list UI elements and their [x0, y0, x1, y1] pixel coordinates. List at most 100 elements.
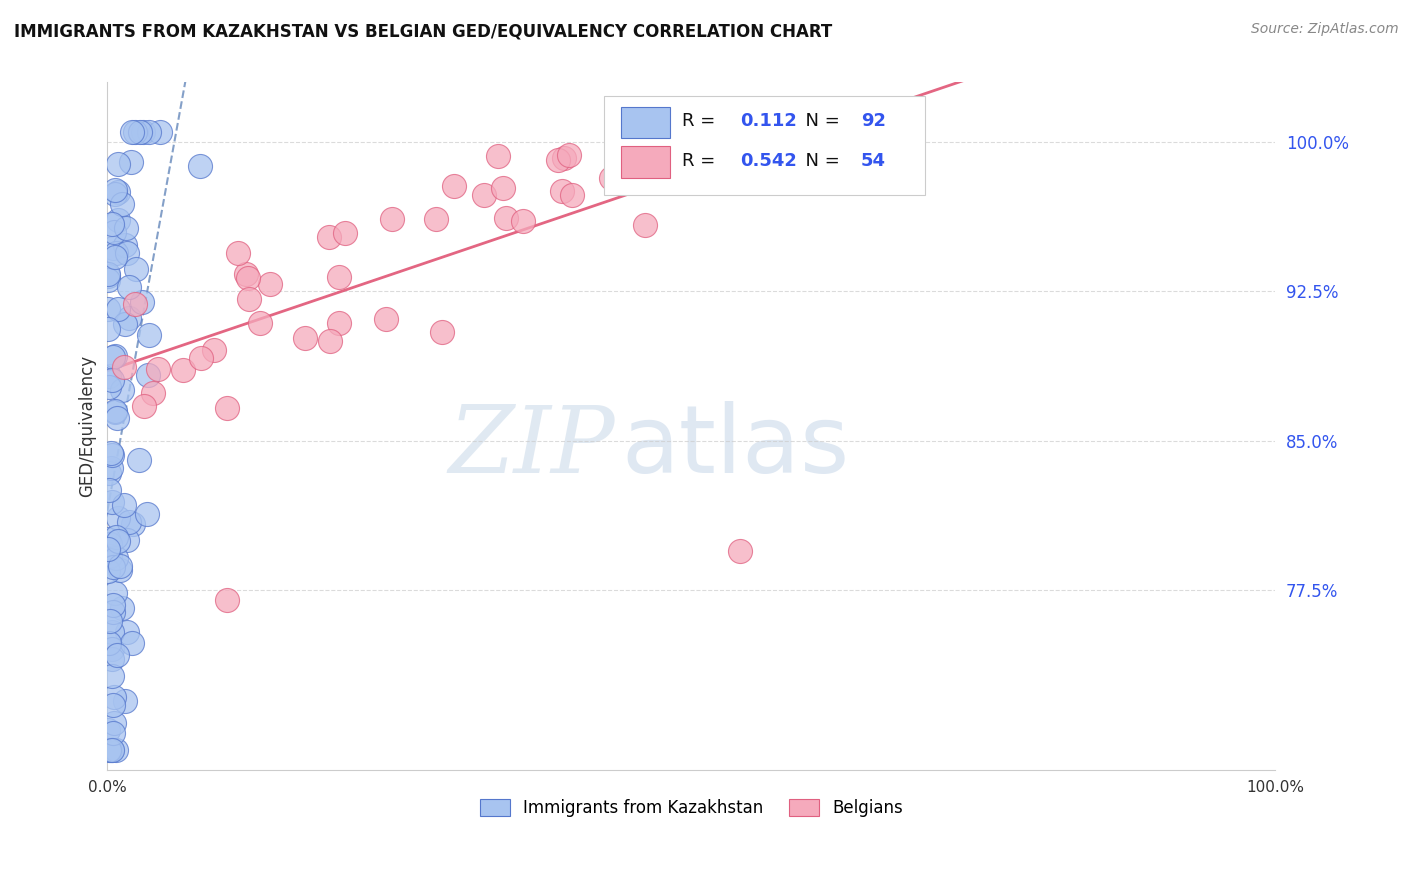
- Point: [318, 230, 340, 244]
- Point: [238, 292, 260, 306]
- Y-axis label: GED/Equivalency: GED/Equivalency: [79, 355, 96, 497]
- Point: [259, 277, 281, 291]
- Point: [97, 532, 120, 546]
- Point: [107, 511, 129, 525]
- Point: [810, 125, 832, 139]
- Point: [101, 625, 124, 640]
- Point: [138, 125, 160, 139]
- Point: [107, 301, 129, 316]
- Text: N =: N =: [794, 112, 845, 130]
- Point: [101, 743, 124, 757]
- Point: [100, 448, 122, 462]
- Point: [128, 453, 150, 467]
- Point: [553, 151, 575, 165]
- Text: R =: R =: [682, 152, 721, 170]
- Point: [104, 405, 127, 419]
- Point: [118, 280, 141, 294]
- Point: [832, 125, 855, 139]
- Point: [97, 322, 120, 336]
- Point: [710, 125, 733, 139]
- Point: [124, 125, 146, 139]
- Text: ZIP: ZIP: [449, 401, 616, 491]
- Point: [114, 317, 136, 331]
- Point: [146, 362, 169, 376]
- Point: [98, 743, 121, 757]
- Point: [107, 157, 129, 171]
- Point: [118, 516, 141, 530]
- Point: [375, 311, 398, 326]
- Point: [124, 297, 146, 311]
- Point: [97, 268, 120, 283]
- Point: [98, 636, 121, 650]
- Point: [129, 125, 152, 139]
- Point: [115, 245, 138, 260]
- Point: [138, 327, 160, 342]
- Point: [112, 359, 135, 374]
- Point: [616, 134, 638, 148]
- Point: [100, 446, 122, 460]
- Point: [103, 586, 125, 600]
- Point: [634, 218, 657, 232]
- Point: [100, 495, 122, 509]
- Point: [98, 743, 121, 757]
- Point: [103, 690, 125, 704]
- Point: [136, 368, 159, 383]
- Point: [561, 188, 583, 202]
- Point: [104, 184, 127, 198]
- Point: [98, 380, 121, 394]
- Point: [111, 197, 134, 211]
- Point: [235, 267, 257, 281]
- Point: [101, 560, 124, 574]
- Point: [125, 262, 148, 277]
- Point: [786, 125, 808, 139]
- Point: [817, 125, 839, 139]
- Point: [97, 564, 120, 578]
- Point: [100, 374, 122, 388]
- Point: [118, 310, 141, 325]
- Point: [104, 550, 127, 565]
- Point: [104, 743, 127, 757]
- Point: [101, 698, 124, 713]
- Point: [728, 543, 751, 558]
- Point: [512, 214, 534, 228]
- Point: [114, 694, 136, 708]
- Point: [104, 186, 127, 201]
- Point: [443, 179, 465, 194]
- Point: [693, 125, 716, 139]
- Point: [172, 363, 194, 377]
- FancyBboxPatch shape: [621, 146, 671, 178]
- Text: atlas: atlas: [621, 401, 849, 492]
- Text: Source: ZipAtlas.com: Source: ZipAtlas.com: [1251, 22, 1399, 37]
- Point: [121, 125, 143, 139]
- Point: [333, 226, 356, 240]
- Point: [101, 598, 124, 612]
- Point: [115, 625, 138, 640]
- Point: [472, 188, 495, 202]
- Point: [107, 534, 129, 549]
- Point: [131, 295, 153, 310]
- Point: [97, 368, 120, 383]
- Point: [104, 530, 127, 544]
- Point: [381, 212, 404, 227]
- Point: [98, 483, 121, 497]
- Point: [599, 171, 621, 186]
- FancyBboxPatch shape: [621, 107, 671, 138]
- Text: 92: 92: [860, 112, 886, 130]
- Point: [121, 636, 143, 650]
- Point: [551, 184, 574, 198]
- Point: [319, 334, 342, 348]
- Point: [120, 155, 142, 169]
- Point: [135, 508, 157, 522]
- Point: [98, 549, 121, 564]
- Point: [103, 716, 125, 731]
- Point: [132, 399, 155, 413]
- Point: [104, 245, 127, 260]
- Point: [754, 125, 776, 139]
- Text: N =: N =: [794, 152, 845, 170]
- Point: [100, 668, 122, 682]
- Point: [108, 563, 131, 577]
- Text: R =: R =: [682, 112, 721, 130]
- Text: 0.542: 0.542: [741, 152, 797, 170]
- Point: [101, 217, 124, 231]
- Point: [98, 614, 121, 628]
